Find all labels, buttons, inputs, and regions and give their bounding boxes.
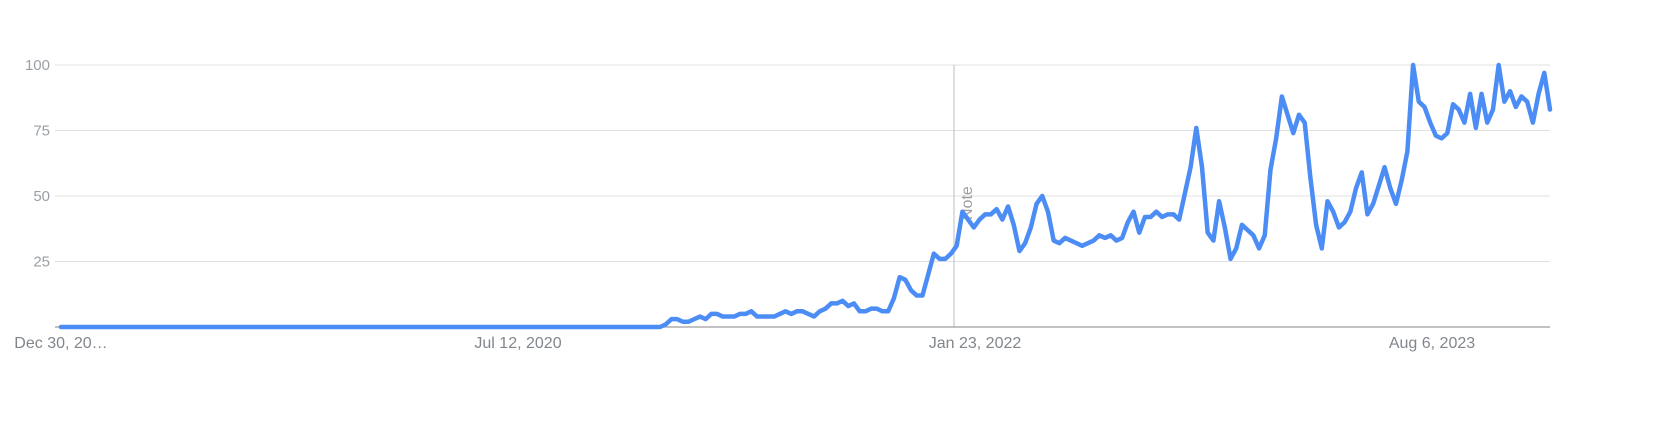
- x-tick-label: Dec 30, 20…: [14, 335, 107, 352]
- series-layer: [58, 62, 1553, 330]
- x-tick-label: Jul 12, 2020: [474, 335, 561, 352]
- y-tick-label: 100: [25, 57, 50, 74]
- y-tick-label: 25: [33, 254, 50, 271]
- x-axis-ticks: Dec 30, 20… Jul 12, 2020 Jan 23, 2022 Aug 6…: [14, 335, 1475, 352]
- series-line: [58, 62, 1553, 330]
- y-axis-ticks: 25 50 75 100: [25, 57, 50, 271]
- x-tick-label: Jan 23, 2022: [929, 335, 1022, 352]
- y-tick-label: 50: [33, 188, 50, 205]
- y-tick-label: 75: [33, 123, 50, 140]
- x-tick-label: Aug 6, 2023: [1389, 335, 1475, 352]
- gridlines: [55, 64, 1550, 262]
